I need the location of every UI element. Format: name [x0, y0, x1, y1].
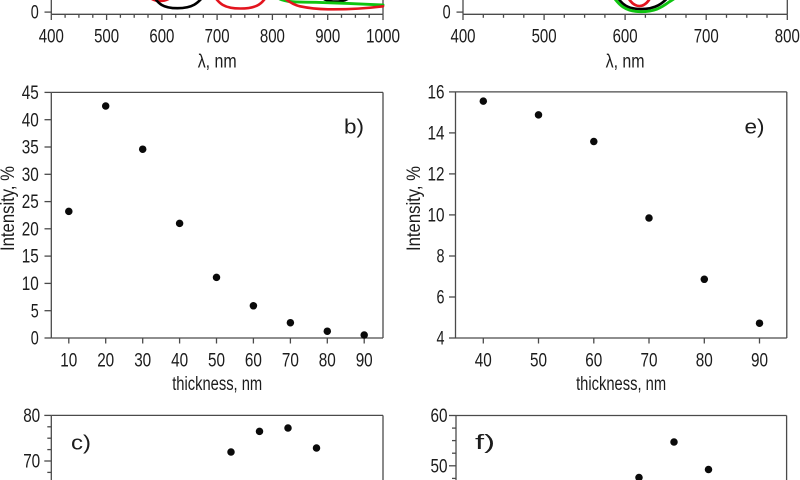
- svg-text:500: 500: [94, 26, 119, 47]
- svg-text:thickness, nm: thickness, nm: [576, 374, 666, 395]
- svg-text:14: 14: [428, 124, 445, 145]
- svg-text:60: 60: [585, 350, 602, 371]
- svg-text:60: 60: [245, 350, 262, 371]
- svg-text:700: 700: [205, 26, 230, 47]
- svg-text:50: 50: [208, 350, 225, 371]
- svg-text:900: 900: [315, 26, 340, 47]
- svg-text:5: 5: [31, 301, 39, 322]
- svg-text:25: 25: [22, 192, 39, 213]
- svg-text:70: 70: [23, 452, 40, 473]
- svg-text:70: 70: [282, 350, 299, 371]
- svg-text:4: 4: [437, 329, 445, 350]
- svg-text:35: 35: [22, 138, 39, 159]
- svg-text:6: 6: [437, 288, 445, 309]
- svg-text:60: 60: [431, 406, 448, 427]
- svg-text:800: 800: [260, 26, 285, 47]
- svg-text:90: 90: [751, 350, 768, 371]
- svg-text:16: 16: [428, 83, 445, 104]
- svg-text:700: 700: [694, 26, 719, 47]
- svg-text:λ, nm: λ, nm: [606, 52, 645, 73]
- svg-text:30: 30: [134, 350, 151, 371]
- svg-text:f): f): [475, 432, 495, 454]
- svg-text:15: 15: [22, 247, 39, 268]
- svg-text:30: 30: [22, 165, 39, 186]
- svg-text:0: 0: [31, 329, 39, 350]
- svg-text:20: 20: [22, 219, 39, 240]
- svg-text:12: 12: [428, 165, 445, 186]
- svg-text:Intensity, %: Intensity, %: [0, 166, 19, 251]
- svg-text:thickness, nm: thickness, nm: [172, 374, 262, 395]
- svg-text:400: 400: [39, 26, 64, 47]
- svg-text:45: 45: [22, 83, 39, 104]
- svg-text:c): c): [71, 433, 91, 455]
- svg-text:80: 80: [696, 350, 713, 371]
- svg-text:400: 400: [451, 26, 476, 47]
- svg-text:90: 90: [356, 350, 373, 371]
- svg-text:8: 8: [437, 247, 445, 268]
- svg-text:80: 80: [319, 350, 336, 371]
- svg-text:50: 50: [431, 456, 448, 477]
- svg-text:0: 0: [443, 3, 451, 24]
- svg-text:10: 10: [60, 350, 77, 371]
- svg-text:70: 70: [641, 350, 658, 371]
- svg-text:500: 500: [532, 26, 557, 47]
- svg-text:0: 0: [31, 3, 39, 24]
- svg-text:600: 600: [149, 26, 174, 47]
- svg-text:Intensity, %: Intensity, %: [404, 166, 425, 251]
- svg-text:40: 40: [475, 350, 492, 371]
- svg-text:800: 800: [775, 26, 800, 47]
- svg-text:e): e): [745, 117, 765, 139]
- svg-text:b): b): [344, 117, 364, 139]
- svg-text:40: 40: [22, 110, 39, 131]
- svg-text:λ, nm: λ, nm: [198, 52, 237, 73]
- svg-text:50: 50: [530, 350, 547, 371]
- svg-text:20: 20: [97, 350, 114, 371]
- svg-text:10: 10: [428, 206, 445, 227]
- svg-text:600: 600: [613, 26, 638, 47]
- svg-text:40: 40: [171, 350, 188, 371]
- svg-text:10: 10: [22, 274, 39, 295]
- svg-text:1000: 1000: [366, 26, 400, 47]
- svg-text:80: 80: [23, 406, 40, 427]
